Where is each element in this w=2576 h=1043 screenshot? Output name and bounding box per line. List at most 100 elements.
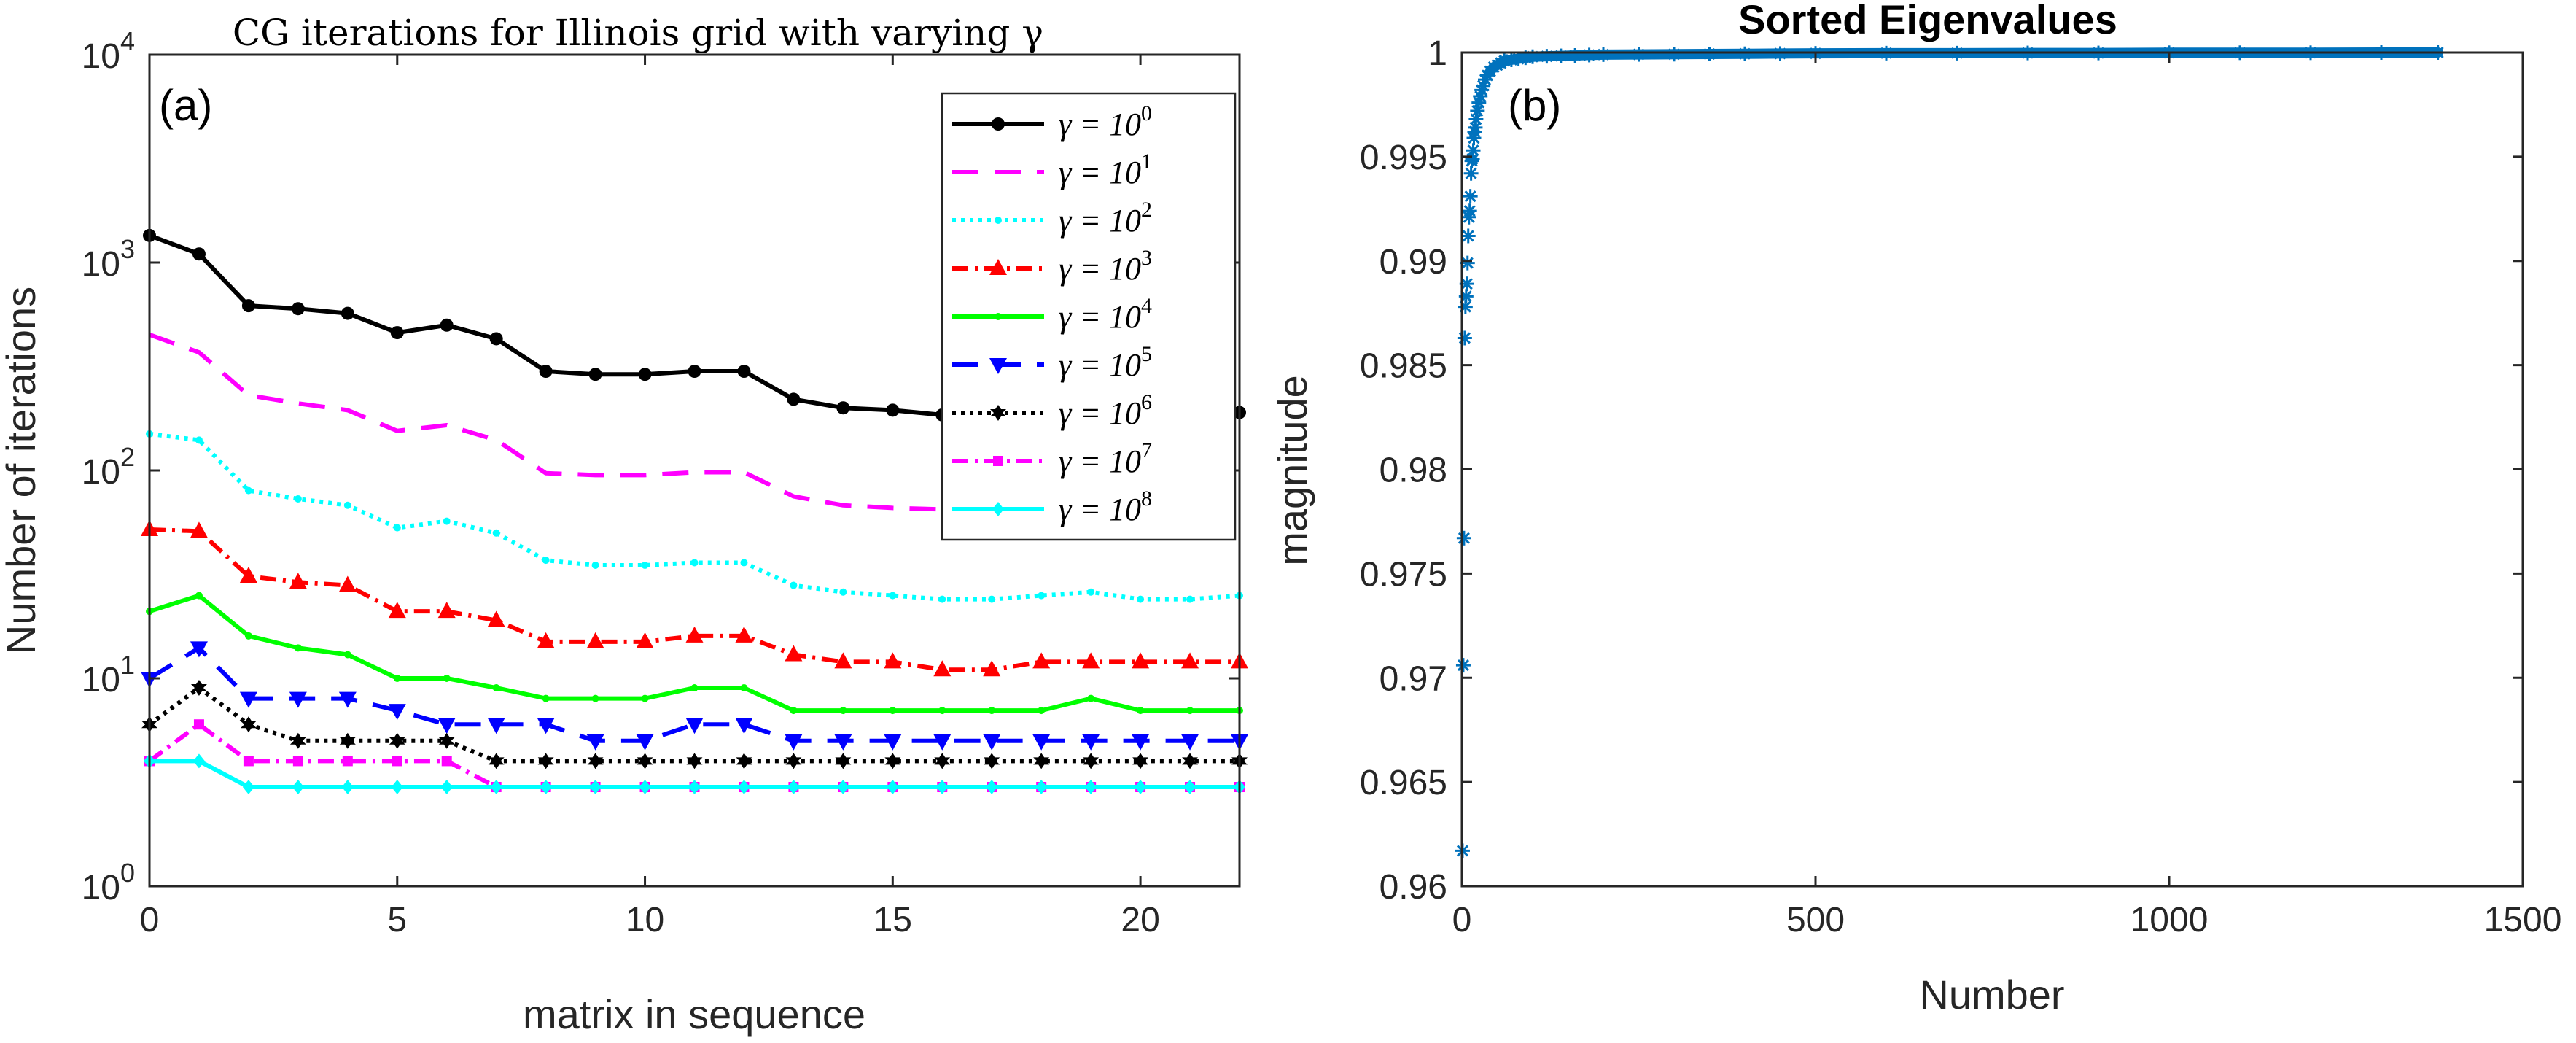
data-point bbox=[785, 734, 803, 751]
legend-entry: γ = 101 bbox=[952, 150, 1152, 190]
data-point bbox=[637, 753, 653, 769]
data-point bbox=[492, 529, 500, 537]
data-point bbox=[1186, 707, 1194, 715]
data-point bbox=[1038, 592, 1046, 600]
data-point bbox=[690, 684, 699, 692]
data-point bbox=[294, 495, 302, 503]
y-tick-label: 0.965 bbox=[1360, 764, 1447, 802]
data-point bbox=[443, 675, 451, 682]
eigenvalue-point bbox=[1463, 166, 1479, 181]
data-point bbox=[688, 365, 701, 379]
data-point bbox=[341, 306, 354, 320]
panel-a-y-ticks: 100 101 102 103 104 bbox=[82, 26, 1240, 907]
data-point bbox=[244, 486, 252, 495]
eigenvalue-point bbox=[1457, 330, 1472, 346]
data-point bbox=[437, 718, 456, 734]
data-point bbox=[489, 332, 503, 346]
series-3 bbox=[141, 519, 1248, 677]
data-point bbox=[437, 602, 456, 619]
data-point bbox=[1038, 707, 1046, 715]
data-point bbox=[588, 368, 602, 381]
data-point bbox=[938, 707, 946, 715]
data-point bbox=[686, 753, 703, 769]
eigenvalue-point bbox=[1738, 46, 1752, 61]
legend-entry: γ = 104 bbox=[952, 294, 1152, 335]
data-point bbox=[586, 734, 604, 751]
data-point bbox=[1082, 734, 1100, 751]
data-point bbox=[587, 753, 604, 769]
data-point bbox=[440, 780, 453, 795]
y-tick-label: 0.98 bbox=[1380, 451, 1447, 490]
data-point bbox=[190, 641, 208, 658]
data-point bbox=[1181, 652, 1199, 669]
panel-b-label: (b) bbox=[1508, 81, 1561, 130]
data-point bbox=[1132, 734, 1150, 751]
data-point bbox=[1035, 780, 1048, 795]
x-tick-label: 20 bbox=[1121, 901, 1159, 939]
data-point bbox=[487, 610, 505, 627]
y-tick-label: 1 bbox=[1428, 34, 1447, 73]
data-point bbox=[1137, 707, 1145, 715]
data-point bbox=[294, 644, 302, 652]
data-point bbox=[542, 694, 550, 702]
data-point bbox=[1082, 652, 1100, 669]
data-point bbox=[636, 632, 654, 648]
y-tick-label: 0.97 bbox=[1380, 659, 1447, 698]
data-point bbox=[1186, 595, 1194, 603]
legend-label: γ = 102 bbox=[1059, 198, 1152, 239]
data-point bbox=[1132, 753, 1149, 769]
data-point bbox=[790, 707, 798, 715]
data-point bbox=[392, 756, 402, 767]
data-point bbox=[190, 680, 207, 697]
legend-entry: γ = 105 bbox=[952, 342, 1152, 383]
data-point bbox=[740, 559, 748, 567]
series-line-2 bbox=[149, 431, 1240, 602]
data-point bbox=[195, 436, 203, 444]
data-point bbox=[244, 632, 252, 640]
legend-entry: γ = 103 bbox=[952, 246, 1152, 287]
data-point bbox=[1085, 780, 1097, 795]
data-point bbox=[240, 716, 257, 733]
data-point bbox=[738, 780, 750, 795]
data-point bbox=[339, 732, 356, 749]
data-point bbox=[889, 707, 897, 715]
legend-marker bbox=[993, 456, 1003, 466]
data-point bbox=[735, 626, 753, 643]
series-line-6 bbox=[148, 686, 1240, 764]
data-point bbox=[983, 734, 1001, 751]
data-point bbox=[736, 753, 752, 769]
data-point bbox=[1132, 652, 1150, 669]
y-tick-label: 101 bbox=[82, 650, 135, 699]
data-point bbox=[343, 501, 351, 509]
eigenvalue-point bbox=[1456, 530, 1471, 546]
legend-label: γ = 104 bbox=[1059, 294, 1152, 335]
data-point bbox=[591, 561, 599, 569]
data-point bbox=[837, 780, 849, 795]
data-point bbox=[787, 392, 801, 406]
eigenvalue-point bbox=[1553, 48, 1568, 63]
data-point bbox=[393, 675, 401, 682]
data-point bbox=[292, 780, 304, 795]
data-point bbox=[685, 718, 704, 734]
legend-entry: γ = 107 bbox=[952, 438, 1152, 479]
x-tick-label: 0 bbox=[1452, 901, 1472, 939]
data-point bbox=[639, 780, 651, 795]
x-tick-label: 5 bbox=[387, 901, 407, 939]
y-tick-label: 0.96 bbox=[1380, 868, 1447, 907]
panel-a-x-ticks: 0 5 10 15 20 bbox=[140, 55, 1160, 939]
data-point bbox=[1032, 652, 1051, 669]
legend-marker bbox=[992, 502, 1004, 516]
panel-b-x-axis-label: Number bbox=[1919, 972, 2064, 1017]
data-point bbox=[537, 718, 555, 734]
x-tick-label: 0 bbox=[140, 901, 160, 939]
legend-label: γ = 100 bbox=[1059, 101, 1152, 142]
series-line-3 bbox=[149, 527, 1240, 672]
panel-b-y-ticks: 0.96 0.965 0.97 0.975 0.98 0.985 0.99 0.995 1 bbox=[1360, 34, 2523, 907]
data-point bbox=[289, 732, 306, 749]
data-point bbox=[983, 660, 1001, 677]
data-point bbox=[986, 780, 998, 795]
data-point bbox=[190, 522, 208, 538]
legend-entry: γ = 106 bbox=[952, 390, 1152, 431]
legend-label: γ = 108 bbox=[1059, 486, 1152, 527]
data-point bbox=[291, 302, 305, 316]
